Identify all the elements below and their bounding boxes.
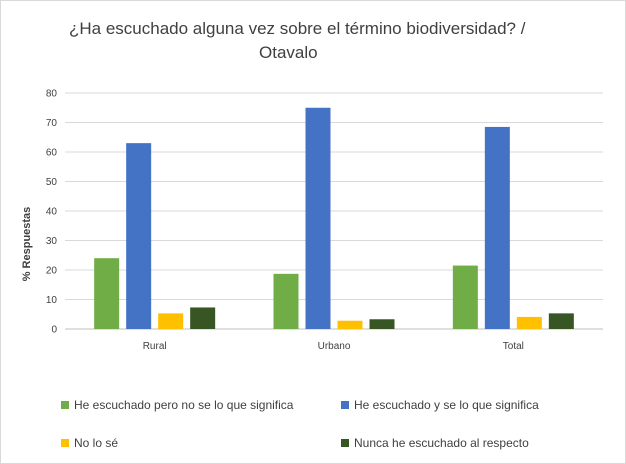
legend-item-2: He escuchado y se lo que significa: [341, 398, 539, 412]
legend-label-3: No lo sé: [74, 436, 119, 450]
legend-label-4: Nunca he escuchado al respecto: [354, 436, 529, 450]
legend-swatch-1: [61, 401, 69, 409]
legend-swatch-3: [61, 439, 69, 447]
bars: [94, 107, 574, 329]
x-category-label: Urbano: [318, 341, 351, 352]
bar-urbano-series-4: [369, 319, 395, 329]
x-category-label: Rural: [143, 341, 167, 352]
bar-total-series-2: [484, 126, 510, 329]
y-tick-label: 30: [46, 236, 58, 247]
axes: 0 10 20 30 40 50 60 70 80 Rural Urbano Total: [46, 89, 603, 352]
bar-rural-series-4: [190, 307, 216, 329]
y-tick-label: 80: [46, 89, 58, 100]
y-tick-label: 70: [46, 118, 58, 129]
legend-swatch-2: [341, 401, 349, 409]
legend-swatch-4: [341, 439, 349, 447]
bar-total-series-3: [516, 316, 542, 329]
legend-label-2: He escuchado y se lo que significa: [354, 398, 539, 412]
legend-item-1: He escuchado pero no se lo que significa: [61, 398, 293, 412]
y-axis-label: % Respuestas: [21, 207, 33, 282]
bar-total-series-4: [548, 313, 574, 329]
y-tick-label: 60: [46, 148, 58, 159]
gridlines: [65, 92, 603, 300]
y-tick-label: 50: [46, 177, 58, 188]
y-tick-label: 10: [46, 295, 58, 306]
y-tick-label: 20: [46, 266, 58, 277]
bar-rural-series-2: [126, 143, 152, 329]
legend-label-1: He escuchado pero no se lo que significa: [74, 398, 294, 412]
bar-rural-series-1: [94, 258, 120, 329]
legend-item-3: No lo sé: [61, 436, 118, 450]
bar-urbano-series-1: [273, 273, 299, 329]
y-tick-label: 40: [46, 207, 58, 218]
legend-item-4: Nunca he escuchado al respecto: [341, 436, 529, 450]
x-category-label: Total: [503, 341, 524, 352]
bar-rural-series-3: [158, 313, 184, 329]
chart-title-line-2: Otavalo: [259, 43, 318, 62]
bar-total-series-1: [452, 265, 478, 329]
chart-title-line-1: ¿Ha escuchado alguna vez sobre el términ…: [69, 19, 526, 38]
bar-urbano-series-2: [305, 107, 331, 329]
y-tick-label: 0: [51, 325, 57, 336]
bar-urbano-series-3: [337, 320, 363, 329]
